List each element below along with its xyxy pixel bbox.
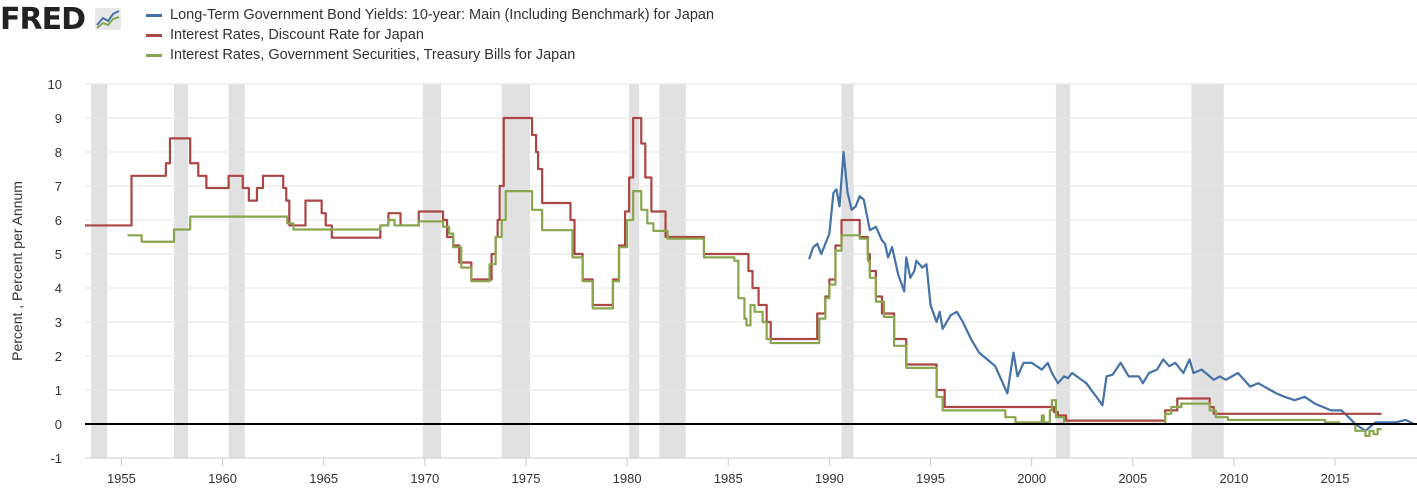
legend-item-treasury-bills[interactable]: Interest Rates, Government Securities, T… <box>146 45 714 65</box>
y-tick-label: -1 <box>50 451 62 466</box>
recession-band <box>91 84 108 458</box>
legend-swatch <box>146 53 162 57</box>
series-line-0 <box>808 150 1415 432</box>
recession-band <box>422 84 442 458</box>
legend-label: Long-Term Government Bond Yields: 10-yea… <box>170 7 715 23</box>
x-tick-label: 2005 <box>1118 471 1147 486</box>
recession-band <box>659 84 686 458</box>
recession-band <box>174 84 189 458</box>
legend: Long-Term Government Bond Yields: 10-yea… <box>146 5 714 65</box>
x-tick-label: 1955 <box>107 471 136 486</box>
logo-text: FRED <box>0 2 86 37</box>
series-line-1 <box>85 116 1382 422</box>
x-tick-label: 1995 <box>916 471 945 486</box>
x-tick-label: 1965 <box>309 471 338 486</box>
x-tick-label: 2000 <box>1017 471 1046 486</box>
chart-logo-icon <box>95 8 122 30</box>
x-tick-label: 2015 <box>1321 471 1350 486</box>
x-tick-label: 1970 <box>410 471 439 486</box>
y-axis-label: Percent , Percent per Annum <box>9 181 25 361</box>
y-tick-label: 3 <box>55 315 62 330</box>
legend-label: Interest Rates, Discount Rate for Japan <box>170 27 424 43</box>
recession-band <box>228 84 245 458</box>
legend-swatch <box>146 33 162 37</box>
x-tick-label: 1975 <box>512 471 541 486</box>
x-tick-label: 1985 <box>714 471 743 486</box>
x-tick-label: 1990 <box>815 471 844 486</box>
legend-label: Interest Rates, Government Securities, T… <box>170 47 576 63</box>
recession-band <box>501 84 531 458</box>
series-line-2 <box>127 190 1382 437</box>
legend-item-10y-bond[interactable]: Long-Term Government Bond Yields: 10-yea… <box>146 5 714 25</box>
y-tick-label: 8 <box>55 145 62 160</box>
recession-band <box>841 84 854 458</box>
y-tick-label: 5 <box>55 247 62 262</box>
y-tick-label: 0 <box>55 417 62 432</box>
recession-band <box>629 84 640 458</box>
x-tick-label: 1980 <box>613 471 642 486</box>
y-tick-label: 6 <box>55 213 62 228</box>
y-tick-label: 4 <box>55 281 62 296</box>
fred-logo: FRED <box>0 2 122 37</box>
legend-item-discount-rate[interactable]: Interest Rates, Discount Rate for Japan <box>146 25 714 45</box>
y-tick-label: 2 <box>55 349 62 364</box>
y-tick-label: 9 <box>55 111 62 126</box>
legend-swatch <box>146 13 162 17</box>
x-tick-label: 2010 <box>1219 471 1248 486</box>
y-tick-label: 10 <box>48 77 62 92</box>
recession-band <box>1191 84 1224 458</box>
x-tick-label: 1960 <box>208 471 237 486</box>
y-tick-label: 7 <box>55 179 62 194</box>
y-tick-label: 1 <box>55 383 62 398</box>
recession-band <box>1055 84 1071 458</box>
